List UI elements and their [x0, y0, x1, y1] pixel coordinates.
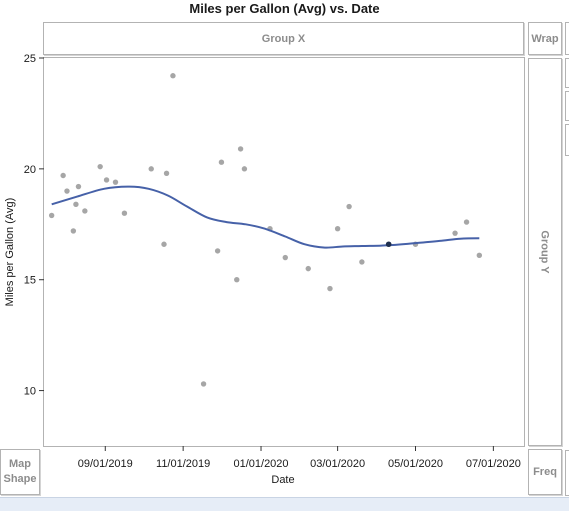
group-x-drop-zone[interactable]: Group X	[43, 22, 524, 55]
data-point-12[interactable]	[161, 241, 167, 247]
y-axis: 10 15 20 25	[24, 53, 44, 398]
data-point-6[interactable]	[82, 208, 88, 214]
side-panel-edge-4	[565, 124, 569, 156]
freq-drop-zone[interactable]: Freq	[528, 449, 562, 495]
x-tick-label-4: 05/01/2020	[388, 458, 443, 470]
data-point-23[interactable]	[305, 265, 311, 272]
data-point-8[interactable]	[103, 177, 110, 183]
side-panel-edge-5	[565, 450, 569, 496]
data-point-25[interactable]	[334, 226, 341, 232]
data-point-5[interactable]	[75, 183, 82, 190]
data-point-14[interactable]	[170, 73, 176, 79]
data-point-18[interactable]	[234, 277, 240, 283]
x-tick-label-2: 01/01/2020	[233, 458, 288, 470]
map-shape-drop-zone[interactable]: Map Shape	[0, 449, 40, 495]
data-point-22[interactable]	[282, 254, 288, 261]
freq-label: Freq	[533, 466, 557, 478]
data-point-7[interactable]	[97, 163, 103, 170]
data-point-20[interactable]	[241, 166, 248, 172]
y-tick-label-2: 20	[24, 164, 36, 176]
data-point-24[interactable]	[327, 285, 333, 292]
y-tick-label-1: 15	[24, 275, 36, 287]
x-tick-label-5: 07/01/2020	[466, 458, 521, 470]
data-point-17[interactable]	[218, 159, 225, 165]
data-point-15[interactable]	[200, 381, 207, 387]
y-axis-label: Miles per Gallon (Avg)	[4, 198, 16, 307]
data-point-13[interactable]	[163, 170, 170, 176]
x-tick-label-3: 03/01/2020	[310, 458, 365, 470]
group-x-label: Group X	[261, 32, 306, 45]
x-tick-label-1: 11/01/2019	[156, 458, 210, 470]
data-point-2[interactable]	[64, 188, 70, 194]
side-panel-edge-2	[565, 58, 569, 88]
data-points	[48, 73, 483, 387]
data-point-27[interactable]	[359, 259, 365, 265]
data-point-0[interactable]	[48, 212, 55, 219]
x-tick-label-0: 09/01/2019	[78, 458, 133, 470]
x-axis-label: Date	[271, 474, 294, 486]
wrap-label: Wrap	[531, 32, 559, 45]
side-panel-edge-3	[565, 91, 569, 121]
data-point-3[interactable]	[70, 228, 77, 234]
plot-frame	[43, 57, 525, 447]
data-point-1[interactable]	[60, 172, 66, 179]
y-tick-label-3: 25	[24, 53, 36, 65]
wrap-drop-zone[interactable]: Wrap	[528, 22, 562, 55]
highlight-point[interactable]	[385, 241, 392, 248]
data-point-19[interactable]	[237, 146, 244, 152]
smoother-line	[51, 185, 480, 249]
chart-title: Miles per Gallon (Avg) vs. Date	[189, 1, 380, 16]
status-bar	[0, 497, 569, 511]
data-point-32[interactable]	[476, 252, 483, 259]
group-y-drop-zone[interactable]: Group Y	[528, 58, 562, 446]
shape-label: Shape	[3, 473, 37, 485]
data-point-9[interactable]	[112, 179, 119, 185]
x-axis: 09/01/2019 11/01/2019 01/01/2020 03/01/2020…	[78, 446, 521, 470]
map-label: Map	[9, 458, 31, 470]
data-point-4[interactable]	[73, 201, 79, 208]
data-point-31[interactable]	[463, 219, 470, 225]
data-point-11[interactable]	[148, 166, 154, 172]
data-point-30[interactable]	[452, 230, 458, 236]
y-tick-label-0: 10	[24, 386, 36, 398]
data-point-10[interactable]	[121, 210, 128, 216]
data-point-16[interactable]	[214, 248, 221, 254]
side-panel-edge-1	[565, 22, 569, 55]
data-point-26[interactable]	[346, 203, 352, 210]
